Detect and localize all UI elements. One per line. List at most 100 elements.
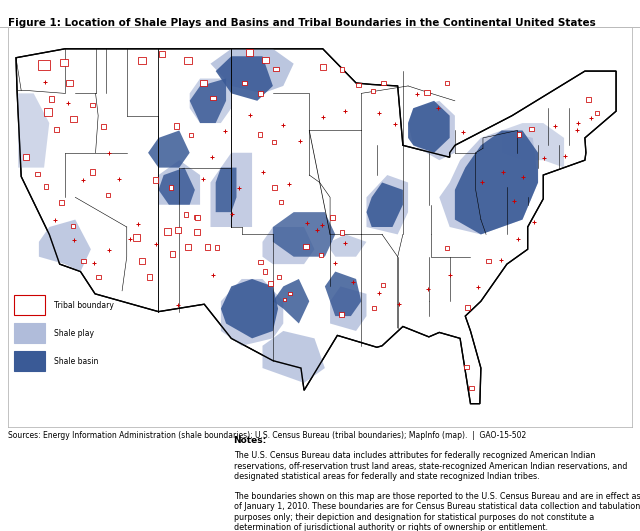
Text: The U.S. Census Bureau data includes attributes for federally recognized America: The U.S. Census Bureau data includes att… (234, 451, 627, 481)
Polygon shape (246, 49, 253, 56)
Polygon shape (216, 56, 273, 101)
Polygon shape (319, 253, 323, 257)
Polygon shape (273, 212, 335, 256)
Text: Sources: Energy Information Administration (shale boundaries); U.S. Census Burea: Sources: Energy Information Administrati… (8, 431, 526, 440)
Polygon shape (194, 215, 198, 219)
Polygon shape (330, 286, 367, 331)
Polygon shape (284, 298, 287, 301)
Polygon shape (195, 215, 200, 220)
Text: Figure 1: Location of Shale Plays and Basins and Tribal Boundaries in the Contin: Figure 1: Location of Shale Plays and Ba… (8, 18, 595, 28)
Polygon shape (44, 184, 49, 189)
Polygon shape (81, 259, 86, 263)
Polygon shape (215, 245, 220, 250)
Polygon shape (211, 153, 252, 227)
Polygon shape (189, 79, 231, 123)
Text: Tribal boundary: Tribal boundary (54, 301, 115, 310)
Polygon shape (273, 185, 276, 190)
Polygon shape (216, 168, 237, 212)
Polygon shape (90, 102, 95, 107)
Polygon shape (371, 89, 375, 93)
Polygon shape (184, 57, 191, 64)
Polygon shape (529, 127, 534, 131)
FancyBboxPatch shape (14, 352, 45, 371)
Polygon shape (273, 279, 309, 323)
Polygon shape (486, 259, 491, 263)
Polygon shape (356, 83, 360, 87)
Polygon shape (241, 81, 247, 85)
Polygon shape (273, 66, 278, 71)
Polygon shape (381, 282, 385, 287)
Polygon shape (340, 230, 344, 235)
Polygon shape (170, 251, 175, 257)
Polygon shape (586, 97, 591, 102)
Polygon shape (39, 220, 91, 271)
Text: Shale basin: Shale basin (54, 357, 99, 366)
Polygon shape (325, 271, 362, 316)
Polygon shape (200, 80, 207, 87)
Polygon shape (470, 386, 474, 390)
Polygon shape (445, 246, 449, 250)
Text: Notes:: Notes: (234, 436, 267, 446)
Polygon shape (189, 79, 226, 123)
Polygon shape (205, 244, 210, 250)
Polygon shape (211, 49, 294, 93)
Polygon shape (289, 292, 292, 295)
Polygon shape (408, 101, 450, 153)
Polygon shape (90, 169, 95, 175)
Polygon shape (164, 228, 171, 235)
Polygon shape (138, 57, 145, 64)
Polygon shape (66, 80, 73, 86)
Polygon shape (159, 160, 200, 205)
Polygon shape (147, 273, 152, 279)
Polygon shape (258, 260, 263, 264)
Polygon shape (277, 275, 281, 279)
Polygon shape (424, 90, 429, 95)
Polygon shape (367, 183, 403, 227)
Polygon shape (169, 185, 173, 190)
Polygon shape (465, 365, 468, 369)
Polygon shape (272, 140, 276, 144)
Polygon shape (221, 279, 284, 346)
Polygon shape (38, 60, 51, 70)
Polygon shape (16, 49, 616, 404)
Polygon shape (54, 127, 60, 132)
Text: The boundaries shown on this map are those reported to the U.S. Census Bureau an: The boundaries shown on this map are tho… (234, 492, 640, 531)
Polygon shape (49, 96, 54, 102)
FancyBboxPatch shape (14, 295, 45, 315)
Polygon shape (153, 177, 158, 183)
Polygon shape (303, 244, 308, 249)
Polygon shape (159, 168, 195, 205)
Polygon shape (132, 234, 140, 241)
Polygon shape (175, 227, 181, 233)
Polygon shape (22, 155, 29, 160)
Polygon shape (148, 131, 189, 168)
Polygon shape (221, 279, 278, 338)
Polygon shape (262, 57, 269, 63)
Polygon shape (381, 81, 385, 85)
Polygon shape (445, 81, 449, 85)
Polygon shape (465, 305, 470, 310)
Polygon shape (516, 132, 521, 137)
Polygon shape (262, 269, 267, 274)
Text: Shale play: Shale play (54, 329, 95, 338)
Polygon shape (35, 172, 40, 176)
Polygon shape (340, 67, 344, 72)
Polygon shape (278, 200, 283, 204)
Polygon shape (159, 51, 165, 57)
Polygon shape (139, 258, 145, 263)
Polygon shape (258, 91, 263, 96)
Polygon shape (258, 132, 262, 136)
Polygon shape (262, 331, 325, 383)
Polygon shape (185, 244, 191, 251)
Polygon shape (408, 101, 455, 160)
Polygon shape (372, 305, 376, 310)
FancyBboxPatch shape (14, 323, 45, 343)
Polygon shape (211, 96, 216, 100)
Polygon shape (595, 110, 599, 115)
Polygon shape (502, 123, 564, 168)
Polygon shape (330, 234, 367, 256)
Polygon shape (97, 275, 100, 279)
Polygon shape (174, 123, 179, 129)
Polygon shape (44, 108, 52, 116)
Polygon shape (189, 133, 193, 137)
